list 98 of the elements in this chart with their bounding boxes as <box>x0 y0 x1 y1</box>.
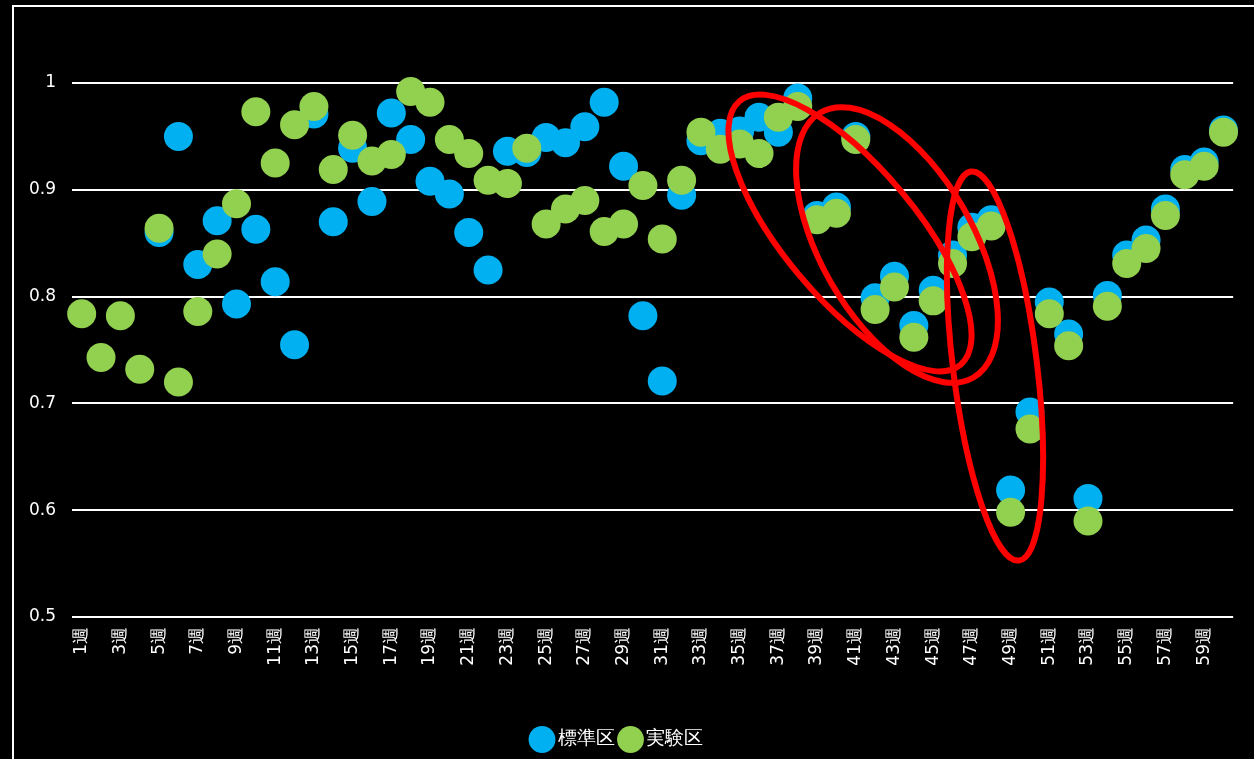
point <box>570 185 600 215</box>
x-tick-label: 41週 <box>844 627 865 666</box>
point <box>415 87 445 117</box>
point <box>531 209 561 239</box>
point <box>647 224 677 254</box>
point <box>125 354 155 384</box>
point <box>609 151 639 181</box>
point <box>628 171 658 201</box>
y-tick-label: 0.8 <box>28 285 56 306</box>
x-tick-label: 49週 <box>999 627 1020 666</box>
point <box>318 207 348 237</box>
y-tick-label: 0.7 <box>28 391 56 412</box>
point <box>454 138 484 168</box>
x-tick-label: 31週 <box>650 627 671 666</box>
point <box>899 322 929 352</box>
legend-label: 標準区 <box>557 726 615 749</box>
point <box>628 301 658 331</box>
point <box>454 218 484 248</box>
x-tick-label: 1週 <box>70 627 91 655</box>
point <box>667 165 697 195</box>
x-tick-label: 55週 <box>1115 627 1136 666</box>
x-tick-label: 53週 <box>1076 627 1097 666</box>
x-tick-label: 45週 <box>921 627 942 666</box>
x-tick-label: 33週 <box>689 627 710 666</box>
point <box>686 117 716 147</box>
y-tick-label: 0.6 <box>28 498 56 519</box>
x-tick-label: 43週 <box>882 627 903 666</box>
point <box>260 267 290 297</box>
point <box>318 155 348 185</box>
x-tick-label: 25週 <box>534 627 555 666</box>
point <box>376 98 406 128</box>
x-tick-label: 35週 <box>728 627 749 666</box>
point <box>222 289 251 319</box>
x-tick-label: 27週 <box>573 627 594 666</box>
point <box>1150 200 1180 230</box>
point <box>976 211 1006 241</box>
point <box>163 121 193 151</box>
point <box>609 209 639 239</box>
x-tick-label: 5週 <box>147 627 168 655</box>
point <box>434 125 464 155</box>
point <box>299 92 329 121</box>
point <box>550 128 580 158</box>
point <box>879 272 909 302</box>
point <box>202 239 232 269</box>
point <box>647 366 677 396</box>
x-tick-label: 19週 <box>418 627 439 666</box>
point <box>105 301 135 331</box>
x-tick-label: 51週 <box>1037 627 1058 666</box>
point <box>357 187 387 217</box>
point <box>1112 248 1142 278</box>
point <box>473 255 503 285</box>
x-tick-label: 17週 <box>379 627 400 666</box>
x-tick-label: 21週 <box>457 627 478 666</box>
x-tick-label: 15週 <box>341 627 362 666</box>
x-tick-label: 47週 <box>960 627 981 666</box>
x-tick-label: 59週 <box>1192 627 1213 666</box>
point <box>163 367 193 397</box>
x-tick-label: 23週 <box>495 627 516 666</box>
point <box>1092 291 1122 321</box>
point <box>918 286 948 316</box>
y-tick-label: 0.5 <box>28 605 56 626</box>
point <box>260 148 290 178</box>
point <box>396 125 426 155</box>
point <box>86 342 116 372</box>
point <box>376 140 406 170</box>
x-tick-label: 39週 <box>805 627 826 666</box>
point <box>67 299 97 329</box>
x-tick-label: 7週 <box>186 627 207 655</box>
point <box>744 138 774 168</box>
x-tick-label: 9週 <box>224 627 245 655</box>
point <box>1054 331 1084 361</box>
x-tick-label: 13週 <box>302 627 323 666</box>
point <box>434 179 464 209</box>
y-tick-label: 1 <box>45 71 56 92</box>
point <box>492 168 522 198</box>
point <box>1131 234 1161 264</box>
y-tick-label: 0.9 <box>28 178 56 199</box>
point <box>241 97 271 127</box>
point <box>589 87 619 117</box>
point <box>860 294 890 324</box>
x-tick-label: 57週 <box>1153 627 1174 666</box>
point <box>996 497 1026 527</box>
point <box>570 112 600 142</box>
point <box>202 206 232 236</box>
point <box>338 120 368 150</box>
point <box>1034 299 1064 329</box>
x-tick-label: 3週 <box>108 627 129 655</box>
point <box>222 189 251 219</box>
point <box>241 214 271 244</box>
point <box>1073 506 1103 536</box>
legend-label: 実験区 <box>646 726 703 749</box>
x-tick-label: 29週 <box>611 627 632 666</box>
x-tick-label: 37週 <box>766 627 787 666</box>
point <box>280 330 310 360</box>
point <box>183 297 213 327</box>
point <box>821 198 851 228</box>
x-tick-label: 11週 <box>263 627 284 666</box>
point <box>280 110 310 140</box>
